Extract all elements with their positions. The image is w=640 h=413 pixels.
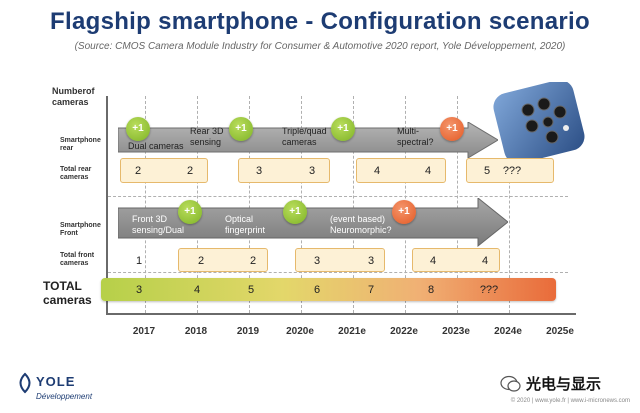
logo-text: YOLE	[36, 374, 75, 389]
plus-one-badge: +1	[283, 200, 307, 224]
front-step-note: Optical fingerprint	[225, 214, 283, 236]
plus-one-badge: +1	[331, 117, 355, 141]
row-label-total-front: Total front cameras	[60, 252, 105, 268]
copyright-text: © 2020 | www.yole.fr | www.i-micronews.c…	[440, 398, 630, 404]
x-tick-label: 2018	[171, 326, 221, 337]
rear-count-value: 2	[123, 165, 153, 177]
total-count-value: 4	[182, 284, 212, 296]
front-count-value: 1	[124, 255, 154, 267]
total-count-value: 5	[236, 284, 266, 296]
total-count-value: 7	[356, 284, 386, 296]
rear-step-note: Dual cameras	[128, 141, 192, 152]
x-tick-label: 2025e	[535, 326, 585, 337]
subtitle: (Source: CMOS Camera Module Industry for…	[0, 41, 640, 52]
x-tick-label: 2023e	[431, 326, 481, 337]
logo-mark-icon	[18, 372, 32, 394]
y-axis-label: Numberof cameras	[52, 86, 112, 108]
rear-step-note: Triple/quad cameras	[282, 126, 334, 148]
rear-count-value: 4	[362, 165, 392, 177]
rear-step-note: Multi-spectral?	[397, 126, 439, 148]
total-count-value: 3	[124, 284, 154, 296]
front-count-value: 2	[186, 255, 216, 267]
wechat-icon	[500, 375, 522, 393]
rear-count-value: 3	[297, 165, 327, 177]
row-label-total-rear: Total rear cameras	[60, 166, 105, 182]
row-label-total: TOTAL cameras	[43, 279, 103, 307]
total-count-value: 6	[302, 284, 332, 296]
page-title: Flagship smartphone - Configuration scen…	[0, 8, 640, 36]
x-tick-label: 2020e	[275, 326, 325, 337]
x-tick-label: 2024e	[483, 326, 533, 337]
x-tick-label: 2021e	[327, 326, 377, 337]
plus-one-badge-speculative: +1	[440, 117, 464, 141]
rear-count-value: 4	[413, 165, 443, 177]
front-step-note: Front 3D sensing/Dual	[132, 214, 192, 236]
front-count-value: 3	[302, 255, 332, 267]
row-label-front: Smartphone Front	[60, 222, 105, 238]
total-count-value: 8	[416, 284, 446, 296]
x-tick-label: 2019	[223, 326, 273, 337]
logo-subtext: Développement	[36, 392, 92, 401]
x-tick-label: 2022e	[379, 326, 429, 337]
front-count-value: 3	[356, 255, 386, 267]
gridline	[108, 272, 568, 273]
phone-camera-image	[490, 82, 586, 160]
x-tick-label: 2017	[119, 326, 169, 337]
total-count-value: ???	[474, 284, 504, 296]
rear-count-value: ???	[497, 165, 527, 177]
x-axis-line	[106, 313, 576, 315]
front-count-value: 2	[238, 255, 268, 267]
rear-step-note: Rear 3D sensing	[190, 126, 230, 148]
rear-count-value: 2	[175, 165, 205, 177]
watermark-text: 光电与显示	[526, 373, 601, 394]
plus-one-badge: +1	[229, 117, 253, 141]
gridline	[108, 196, 568, 197]
plus-one-badge: +1	[126, 117, 150, 141]
watermark: 光电与显示	[500, 373, 630, 395]
yole-logo: YOLE Développement	[18, 370, 128, 406]
row-label-rear: Smartphone rear	[60, 137, 105, 153]
rear-count-value: 3	[244, 165, 274, 177]
front-count-value: 4	[418, 255, 448, 267]
front-step-note: (event based) Neuromorphic?	[330, 214, 402, 236]
front-count-value: 4	[470, 255, 500, 267]
